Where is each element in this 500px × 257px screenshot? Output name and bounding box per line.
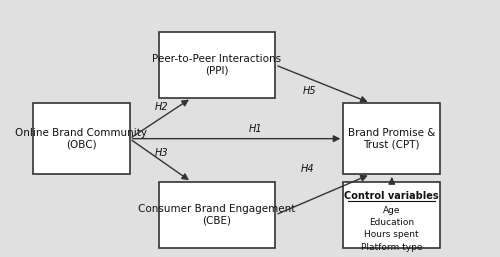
Text: Control variables: Control variables [344,191,439,201]
Text: H1: H1 [249,124,262,133]
Text: Peer-to-Peer Interactions
(PPI): Peer-to-Peer Interactions (PPI) [152,54,282,76]
Text: H2: H2 [154,102,168,112]
Text: H3: H3 [154,148,168,158]
FancyBboxPatch shape [344,182,440,248]
Text: Online Brand Community
(OBC): Online Brand Community (OBC) [15,128,147,150]
Text: Hours spent: Hours spent [364,231,419,240]
FancyBboxPatch shape [344,103,440,174]
Text: H5: H5 [302,86,316,96]
Text: Education: Education [369,218,414,227]
Text: H4: H4 [301,164,314,174]
Text: Brand Promise &
Trust (CPT): Brand Promise & Trust (CPT) [348,128,436,150]
FancyBboxPatch shape [32,103,130,174]
Text: Consumer Brand Engagement
(CBE): Consumer Brand Engagement (CBE) [138,204,296,226]
Text: Platform type: Platform type [361,243,422,252]
Text: Age: Age [383,206,400,215]
FancyBboxPatch shape [159,32,276,98]
FancyBboxPatch shape [159,182,276,248]
